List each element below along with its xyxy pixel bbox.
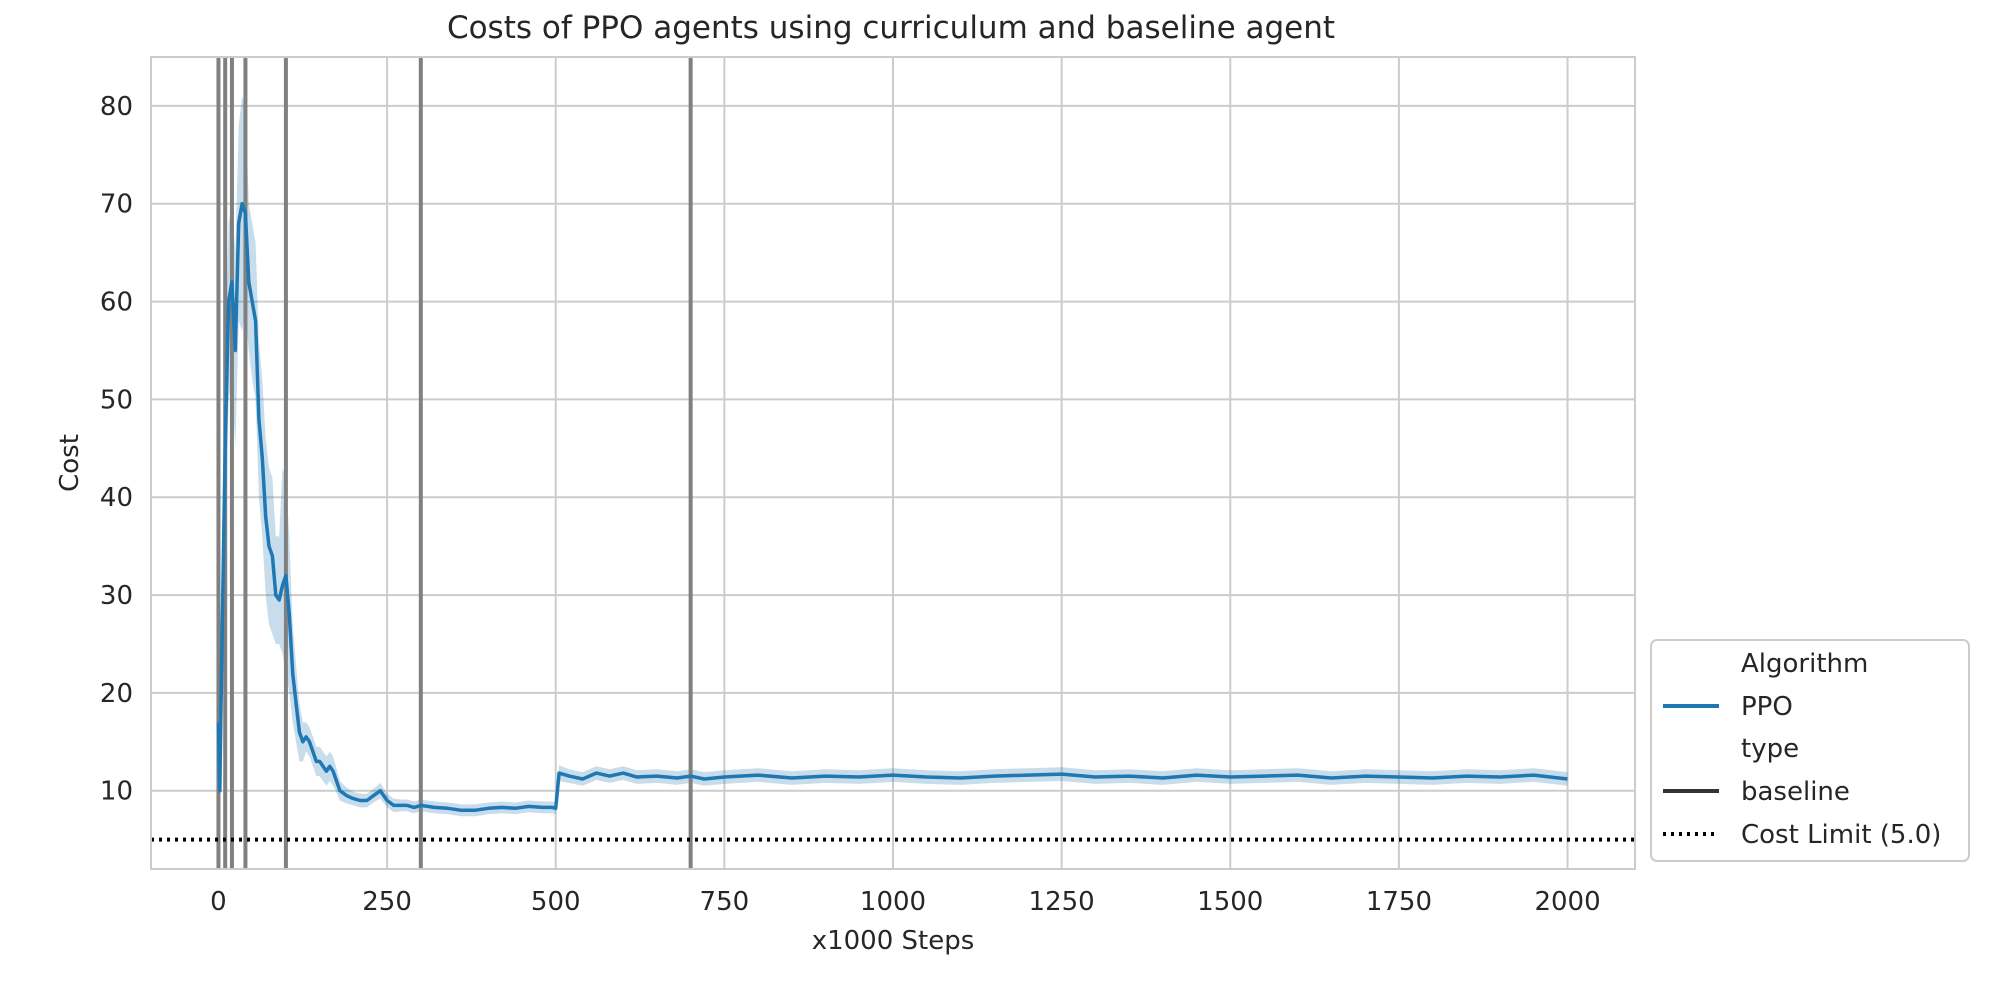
legend-entry-cost-limit: Cost Limit (5.0) bbox=[1741, 820, 1941, 850]
x-tick-label: 1250 bbox=[1029, 887, 1095, 917]
x-tick-label: 250 bbox=[362, 887, 412, 917]
y-tick-label: 20 bbox=[100, 679, 133, 709]
legend-entry-ppo: PPO bbox=[1741, 692, 1793, 722]
legend-title-type: type bbox=[1741, 734, 1799, 764]
x-tick-label: 1500 bbox=[1197, 887, 1263, 917]
y-tick-label: 60 bbox=[100, 288, 133, 318]
legend-entry-baseline: baseline bbox=[1741, 777, 1850, 807]
y-tick-label: 70 bbox=[100, 190, 133, 220]
legend: Algorithm PPO type baseline Cost Limit (… bbox=[1650, 639, 1970, 862]
x-tick-label: 1000 bbox=[860, 887, 926, 917]
x-tick-label: 750 bbox=[700, 887, 750, 917]
x-tick-label: 1750 bbox=[1366, 887, 1432, 917]
legend-box bbox=[1650, 639, 1970, 862]
x-tick-label: 0 bbox=[210, 887, 227, 917]
x-tick-labels: 0 250 500 750 1000 1250 1500 1750 2000 bbox=[210, 887, 1600, 917]
y-tick-label: 50 bbox=[100, 385, 133, 415]
y-axis-label: Cost bbox=[55, 434, 85, 492]
grid bbox=[151, 57, 1635, 869]
y-tick-labels: 10 20 30 40 50 60 70 80 bbox=[100, 92, 133, 807]
plot-frame bbox=[150, 56, 1636, 870]
y-tick-label: 10 bbox=[100, 777, 133, 807]
chart-title: Costs of PPO agents using curriculum and… bbox=[447, 10, 1335, 46]
legend-title-algorithm: Algorithm bbox=[1741, 649, 1868, 679]
x-tick-label: 2000 bbox=[1534, 887, 1600, 917]
x-tick-label: 500 bbox=[531, 887, 581, 917]
curriculum-vertical-lines bbox=[216, 57, 693, 869]
y-tick-label: 40 bbox=[100, 483, 133, 513]
series-line-ppo bbox=[216, 201, 1568, 813]
x-axis-label: x1000 Steps bbox=[812, 926, 975, 956]
y-tick-label: 80 bbox=[100, 92, 133, 122]
series-layer bbox=[216, 201, 1568, 813]
y-tick-label: 30 bbox=[100, 581, 133, 611]
